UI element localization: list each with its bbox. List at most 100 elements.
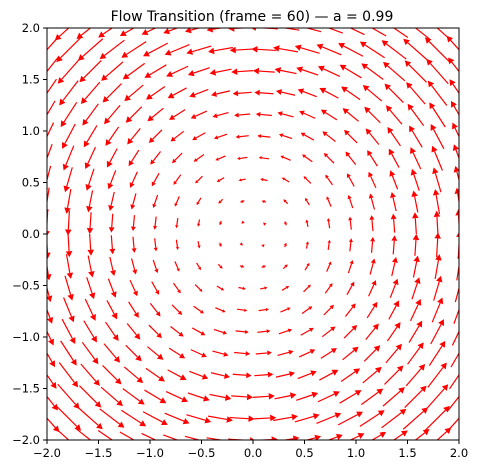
quiver-arrow bbox=[81, 341, 99, 365]
quiver-arrow bbox=[316, 43, 342, 56]
quiver-arrow bbox=[453, 165, 459, 183]
quiver-arrow bbox=[105, 126, 120, 146]
x-tick-label: 0.5 bbox=[295, 446, 313, 460]
quiver-arrow bbox=[283, 242, 287, 248]
quiver-arrow bbox=[305, 241, 309, 249]
quiver-arrow bbox=[83, 320, 97, 343]
quiver-arrow bbox=[231, 393, 254, 401]
quiver-arrow bbox=[261, 200, 267, 204]
quiver-arrow bbox=[168, 347, 186, 359]
quiver-arrow bbox=[239, 264, 245, 268]
quiver-arrow bbox=[122, 62, 146, 80]
quiver-arrow bbox=[345, 151, 357, 166]
quiver-arrow bbox=[426, 58, 449, 85]
quiver-arrow bbox=[55, 405, 82, 431]
quiver-arrow bbox=[339, 64, 362, 79]
quiver-arrow bbox=[189, 88, 209, 98]
quiver-arrow bbox=[129, 279, 138, 297]
quiver-arrow bbox=[414, 28, 430, 40]
quiver-arrow bbox=[126, 323, 141, 340]
quiver-arrow bbox=[62, 145, 75, 171]
quiver-arrow bbox=[450, 100, 459, 116]
quiver-arrow bbox=[231, 68, 254, 75]
quiver-arrow bbox=[258, 307, 269, 312]
quiver-arrow bbox=[169, 109, 186, 120]
quiver-arrow bbox=[192, 132, 206, 141]
quiver-arrow bbox=[102, 365, 122, 385]
quiver-arrow bbox=[76, 28, 92, 39]
quiver-arrow bbox=[368, 171, 377, 189]
quiver-arrow bbox=[142, 411, 168, 425]
quiver-arrow bbox=[65, 232, 73, 258]
quiver-arrows bbox=[47, 28, 459, 440]
quiver-arrow bbox=[187, 67, 210, 77]
quiver-arrow bbox=[284, 220, 288, 226]
quiver-arrow bbox=[428, 340, 446, 366]
quiver-arrow bbox=[280, 307, 291, 313]
quiver-arrow bbox=[434, 254, 442, 280]
quiver-arrow bbox=[207, 415, 233, 423]
quiver-arrow bbox=[273, 45, 299, 53]
quiver-arrow bbox=[128, 149, 140, 167]
quiver-arrow bbox=[209, 68, 232, 76]
quiver-arrow bbox=[86, 212, 94, 235]
quiver-arrow bbox=[210, 372, 230, 379]
quiver-arrow bbox=[108, 213, 115, 233]
quiver-arrow bbox=[215, 307, 226, 313]
quiver-arrow bbox=[281, 435, 300, 440]
y-axis: −2.0 −1.5 −1.0 −0.5 0.0 0.5 1.0 1.5 2.0 bbox=[12, 21, 47, 447]
quiver-arrow bbox=[130, 193, 137, 210]
quiver-arrow bbox=[424, 405, 450, 432]
quiver-arrow bbox=[424, 37, 451, 63]
quiver-arrow bbox=[425, 384, 449, 410]
quiver-arrow bbox=[167, 87, 187, 99]
quiver-arrow bbox=[84, 146, 97, 170]
quiver-arrow bbox=[384, 83, 404, 103]
quiver-arrow bbox=[122, 388, 145, 405]
quiver-arrow bbox=[317, 391, 340, 403]
chart-title: Flow Transition (frame = 60) — a = 0.99 bbox=[111, 9, 394, 25]
quiver-arrow bbox=[257, 134, 271, 139]
quiver-arrow bbox=[150, 151, 162, 165]
quiver-arrow bbox=[174, 261, 180, 272]
quiver-arrow bbox=[274, 392, 297, 400]
quiver-arrow bbox=[276, 89, 296, 96]
x-tick-label: 2.0 bbox=[450, 446, 468, 460]
quiver-arrow bbox=[153, 216, 158, 230]
quiver-arrow bbox=[186, 414, 212, 424]
quiver-arrow bbox=[434, 232, 441, 258]
quiver-arrow bbox=[344, 129, 358, 144]
quiver-arrow bbox=[212, 111, 229, 119]
quiver-arrow bbox=[104, 321, 119, 342]
quiver-arrow bbox=[174, 196, 180, 207]
quiver-arrow bbox=[190, 110, 208, 119]
quiver-arrow bbox=[251, 414, 277, 422]
quiver-arrow bbox=[371, 28, 387, 37]
quiver-arrow bbox=[304, 434, 322, 440]
quiver-arrow bbox=[430, 124, 445, 150]
quiver-arrow bbox=[369, 258, 376, 275]
quiver-arrow bbox=[210, 90, 231, 97]
quiver-arrow bbox=[340, 368, 361, 383]
quiver-arrow bbox=[80, 363, 100, 386]
quiver-arrow bbox=[175, 239, 180, 250]
quiver-arrow bbox=[429, 102, 446, 128]
quiver-arrow bbox=[54, 28, 70, 41]
quiver-arrow bbox=[47, 100, 56, 116]
quiver-arrow bbox=[326, 196, 332, 207]
quiver-arrow bbox=[326, 261, 332, 272]
quiver-arrow bbox=[218, 198, 224, 204]
quiver-arrow bbox=[388, 148, 400, 168]
quiver-arrow bbox=[80, 81, 101, 104]
quiver-arrow bbox=[359, 410, 385, 427]
quiver-arrow bbox=[320, 348, 337, 359]
quiver-arrow bbox=[297, 370, 317, 380]
quiver-arrow bbox=[119, 28, 135, 37]
quiver-arrow bbox=[193, 305, 204, 314]
quiver-arrow bbox=[452, 122, 459, 138]
quiver-arrow bbox=[281, 177, 290, 183]
quiver-arrow bbox=[384, 365, 404, 385]
quiver-arrow bbox=[388, 300, 400, 320]
plot-frame bbox=[46, 27, 460, 441]
